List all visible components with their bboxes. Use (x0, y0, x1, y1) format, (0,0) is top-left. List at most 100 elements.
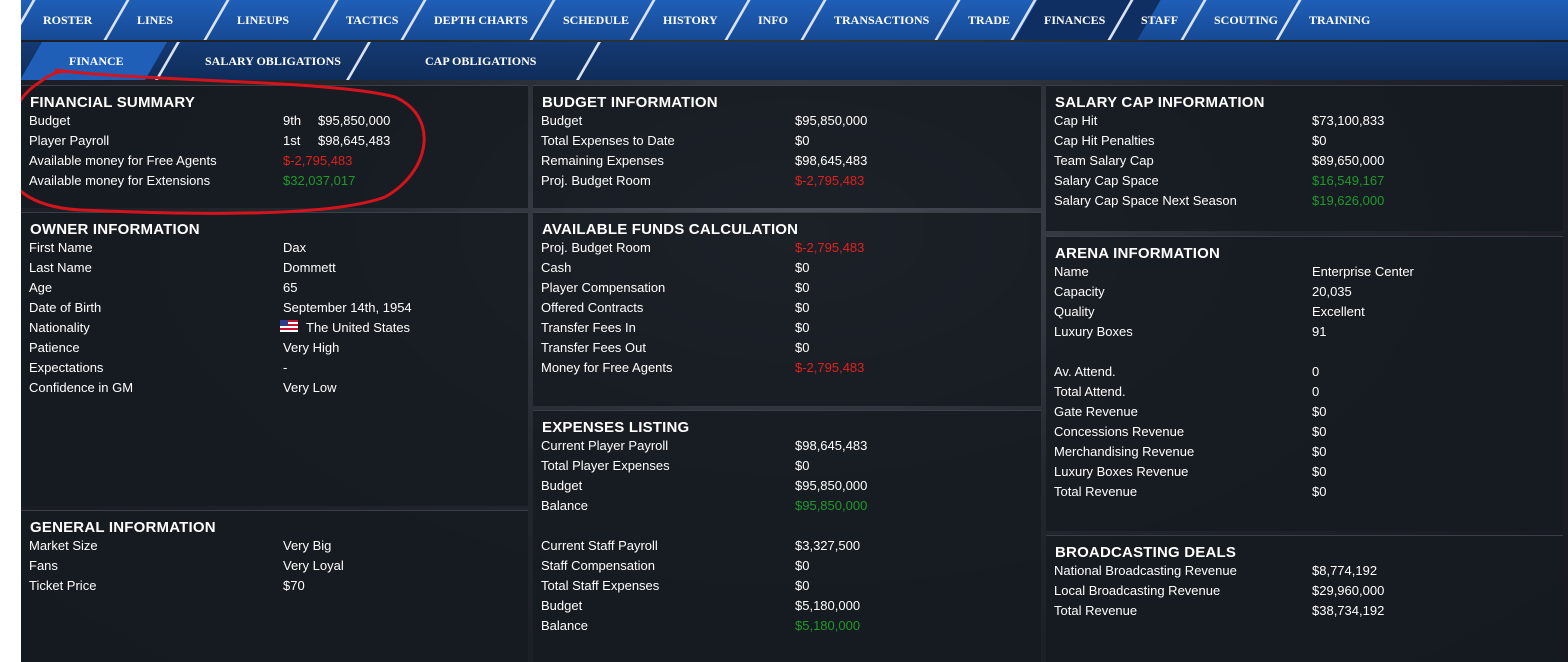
row-label: Balance (541, 498, 588, 513)
row-label: First Name (29, 240, 93, 255)
sub-tab-bar: FINANCE SALARY OBLIGATIONS CAP OBLIGATIONS (21, 42, 1568, 80)
row-value: - (283, 360, 288, 375)
row-value: The United States (306, 320, 411, 335)
row-value: $98,645,483 (318, 133, 391, 148)
row-value: $5,180,000 (795, 598, 861, 613)
row-label: Team Salary Cap (1054, 153, 1154, 168)
main-tab[interactable]: TACTICS (346, 13, 399, 27)
row-label: Player Compensation (541, 280, 666, 295)
row-value: $0 (1312, 424, 1327, 439)
info-panel: ARENA INFORMATION Name Enterprise Center Ca… (1046, 236, 1563, 531)
row-label: Fans (29, 558, 58, 573)
row-value: $32,037,017 (283, 173, 356, 188)
info-panel: EXPENSES LISTING Current Player Payroll $9… (533, 410, 1041, 662)
row-value: Enterprise Center (1312, 264, 1414, 279)
row-value: Dommett (283, 260, 336, 275)
row-value: $95,850,000 (795, 478, 868, 493)
sub-tab[interactable]: SALARY OBLIGATIONS (205, 54, 341, 68)
row-value: $8,774,192 (1312, 563, 1378, 578)
row-label: Expectations (29, 360, 104, 375)
row-label: Budget (541, 598, 583, 613)
row-label: Cash (541, 260, 572, 275)
row-value: $73,100,833 (1312, 113, 1385, 128)
row-label: Total Attend. (1054, 384, 1126, 399)
row-value: Very Loyal (283, 558, 344, 573)
panel-title: GENERAL INFORMATION (30, 519, 216, 536)
row-value: $0 (795, 458, 810, 473)
row-value: $0 (795, 340, 810, 355)
row-label: Available money for Extensions (29, 173, 211, 188)
main-tab[interactable]: HISTORY (663, 13, 718, 27)
row-value: $29,960,000 (1312, 583, 1385, 598)
row-value: Very Big (283, 538, 332, 553)
us-flag (280, 320, 298, 332)
row-value: $0 (795, 300, 810, 315)
main-tab[interactable]: FINANCES (1044, 13, 1106, 27)
row-label: Salary Cap Space (1054, 173, 1159, 188)
sub-tab[interactable]: CAP OBLIGATIONS (425, 54, 537, 68)
row-value: 0 (1312, 384, 1320, 399)
main-tab[interactable]: TRANSACTIONS (834, 13, 930, 27)
main-tab[interactable]: INFO (758, 13, 788, 27)
row-value: $95,850,000 (795, 498, 868, 513)
row-label: Age (29, 280, 53, 295)
row-label: Offered Contracts (541, 300, 644, 315)
panel-title: ARENA INFORMATION (1055, 245, 1221, 262)
main-tab[interactable]: TRAINING (1309, 13, 1371, 27)
finance-screen: ROSTER LINES LINEUPS TACTICS DEPTH CHARTS SCH… (21, 0, 1568, 662)
row-value: $0 (795, 320, 810, 335)
row-label: Merchandising Revenue (1054, 444, 1195, 459)
row-label: Available money for Free Agents (29, 153, 217, 168)
row-value: $-2,795,483 (795, 240, 865, 255)
row-value: Very High (283, 340, 340, 355)
row-label: Capacity (1054, 284, 1105, 299)
info-panel: FINANCIAL SUMMARY Budget 9th $95,850,000 Pla… (21, 85, 528, 208)
tab-divider (203, 0, 230, 40)
row-label: Total Expenses to Date (541, 133, 675, 148)
row-label: Av. Attend. (1054, 364, 1116, 379)
main-tab[interactable]: SCOUTING (1214, 13, 1279, 27)
row-value: $-2,795,483 (795, 173, 865, 188)
tab-divider (934, 0, 961, 40)
row-value: $-2,795,483 (795, 360, 865, 375)
row-value: $19,626,000 (1312, 193, 1385, 208)
row-label: Total Revenue (1054, 484, 1138, 499)
main-tab[interactable]: ROSTER (43, 13, 93, 27)
tab-divider (103, 0, 130, 40)
row-label: Player Payroll (29, 133, 110, 148)
row-value: $98,645,483 (795, 438, 868, 453)
main-tab[interactable]: LINEUPS (237, 13, 290, 27)
row-value: $5,180,000 (795, 618, 861, 633)
row-label: Budget (541, 113, 583, 128)
main-tab[interactable]: TRADE (968, 13, 1011, 27)
main-tab[interactable]: LINES (137, 13, 174, 27)
row-label: Salary Cap Space Next Season (1054, 193, 1237, 208)
sub-tab[interactable]: FINANCE (69, 54, 124, 68)
red-annotation-circle (21, 68, 426, 215)
tab-divider (400, 0, 427, 40)
row-value: $95,850,000 (795, 113, 868, 128)
row-value: $-2,795,483 (283, 153, 353, 168)
tab-divider (1180, 0, 1207, 40)
row-label: Luxury Boxes Revenue (1054, 464, 1189, 479)
row-value: $0 (795, 578, 810, 593)
row-value: $3,327,500 (795, 538, 861, 553)
subtab-divider (576, 42, 601, 80)
row-label: Transfer Fees In (541, 320, 636, 335)
row-label: Proj. Budget Room (541, 173, 651, 188)
row-value: 0 (1312, 364, 1320, 379)
main-tab[interactable]: STAFF (1141, 13, 1179, 27)
row-value: 91 (1312, 324, 1327, 339)
row-value: $0 (1312, 444, 1327, 459)
info-panel: OWNER INFORMATION First Name Dax Last Name D… (21, 212, 528, 506)
tab-divider (629, 0, 656, 40)
row-label: Market Size (29, 538, 98, 553)
tab-divider (529, 0, 556, 40)
row-label: Luxury Boxes (1054, 324, 1133, 339)
row-label: Budget (29, 113, 71, 128)
row-value: $0 (795, 260, 810, 275)
row-label: Current Player Payroll (541, 438, 669, 453)
main-tab[interactable]: SCHEDULE (563, 13, 630, 27)
main-tab[interactable]: DEPTH CHARTS (434, 13, 528, 27)
